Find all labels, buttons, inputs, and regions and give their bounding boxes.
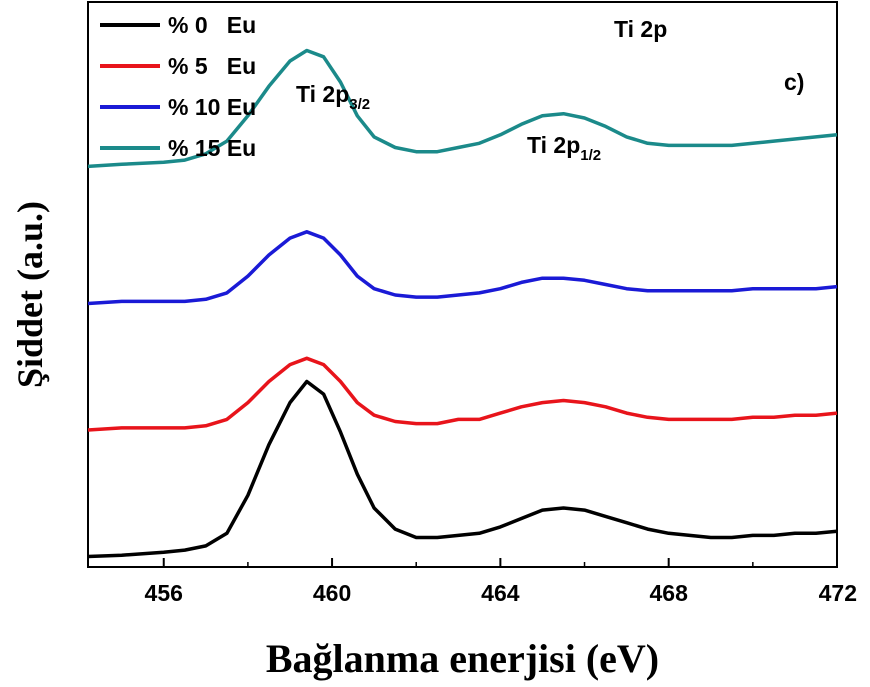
legend: % 0 Eu % 5 Eu % 10 Eu % 15 Eu (100, 12, 256, 161)
series-lines (87, 48, 838, 559)
legend-label: % 0 Eu (168, 12, 256, 38)
legend-label: % 5 Eu (168, 53, 256, 79)
plot-area-border (87, 1, 838, 568)
plot-frame (87, 1, 838, 568)
x-tick-label: 456 (145, 580, 183, 606)
peak-labels: Ti 2p3/2Ti 2p1/2 (296, 81, 601, 164)
peak-label-subscript: 1/2 (580, 147, 601, 164)
x-tick-label: 460 (313, 580, 351, 606)
legend-label: % 15 Eu (168, 135, 256, 161)
peak-label: Ti 2p1/2 (527, 132, 601, 164)
x-axis-title: Bağlanma enerjisi (eV) (266, 636, 659, 681)
series-line-1 (87, 356, 838, 432)
peak-label-main: Ti 2p (527, 132, 580, 158)
panel-label: c) (784, 69, 804, 95)
series-line-2 (87, 230, 838, 306)
series-line-3 (87, 48, 838, 169)
peak-label-main: Ti 2p (296, 81, 349, 107)
legend-label: % 10 Eu (168, 94, 256, 120)
x-tick-label: 472 (819, 580, 857, 606)
series-line-0 (87, 379, 838, 559)
x-tick-label: 468 (649, 580, 688, 606)
chart-title: Ti 2p (614, 16, 667, 42)
y-axis-title: Şiddet (a.u.) (10, 201, 50, 388)
x-tick-label: 464 (481, 580, 520, 606)
peak-label: Ti 2p3/2 (296, 81, 370, 113)
peak-label-subscript: 3/2 (349, 96, 370, 113)
x-axis-ticks: 456 460 464 468 472 (145, 558, 857, 606)
